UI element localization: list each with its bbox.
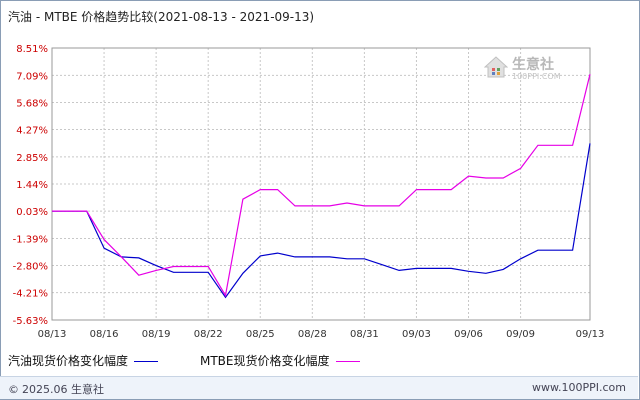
x-tick-label: 09/06 [454,329,483,340]
x-tick-label: 08/22 [194,329,223,340]
x-tick-label: 08/13 [38,329,67,340]
chart-title: 汽油 - MTBE 价格趋势比较(2021-08-13 - 2021-09-13… [8,10,315,24]
y-tick-label: -4.21% [13,289,48,300]
watermark: 生意社 100PPI.COM [484,54,580,90]
legend-gasoline-swatch [134,361,159,362]
legend-gasoline: 汽油现货价格变化幅度 [8,352,159,369]
y-tick-label: 4.27% [16,126,48,137]
watermark-url: 100PPI.COM [512,72,561,81]
y-tick-label: -2.80% [13,262,48,273]
y-tick-label: 8.51% [16,44,48,55]
legend-mtbe-swatch [335,361,360,362]
x-tick-label: 08/16 [90,329,119,340]
y-tick-label: 0.03% [16,207,48,218]
series-layer [52,74,591,299]
mtbe-series-line [52,74,591,298]
house-logo-icon [484,56,508,78]
x-tick-label: 08/19 [142,329,171,340]
footer-copyright-text: 2025.06 生意社 [22,383,104,396]
watermark-name: 生意社 [512,57,554,73]
y-tick-label: 2.85% [16,153,48,164]
legend-mtbe: MTBE现货价格变化幅度 [200,352,360,369]
x-tick-label: 08/28 [298,329,327,340]
y-tick-label: 7.09% [16,71,48,82]
axis-layer: 8.51% 7.09% 5.68% 4.27% 2.85% 1.44% 0.03% -1.39… [13,44,605,340]
footer-copyright: © 2025.06 生意社 [8,381,104,397]
y-tick-label: -1.39% [13,234,48,245]
y-tick-label: -5.63% [13,316,48,327]
footer: © 2025.06 生意社 www.100PPI.com [0,376,638,399]
legend-mtbe-label: MTBE现货价格变化幅度 [200,354,330,368]
footer-site-link[interactable]: www.100PPI.com [532,381,626,394]
y-tick-label: 1.44% [16,180,48,191]
plot-area-border [51,47,591,321]
x-tick-label: 08/25 [246,329,275,340]
x-tick-label: 09/03 [402,329,431,340]
legend-gasoline-label: 汽油现货价格变化幅度 [8,354,129,368]
x-tick-label: 08/31 [350,329,379,340]
x-tick-label: 09/13 [576,329,605,340]
y-tick-label: 5.68% [16,98,48,109]
x-tick-label: 09/09 [506,329,535,340]
gasoline-series-line [52,143,591,299]
copyright-icon: © [8,383,19,396]
